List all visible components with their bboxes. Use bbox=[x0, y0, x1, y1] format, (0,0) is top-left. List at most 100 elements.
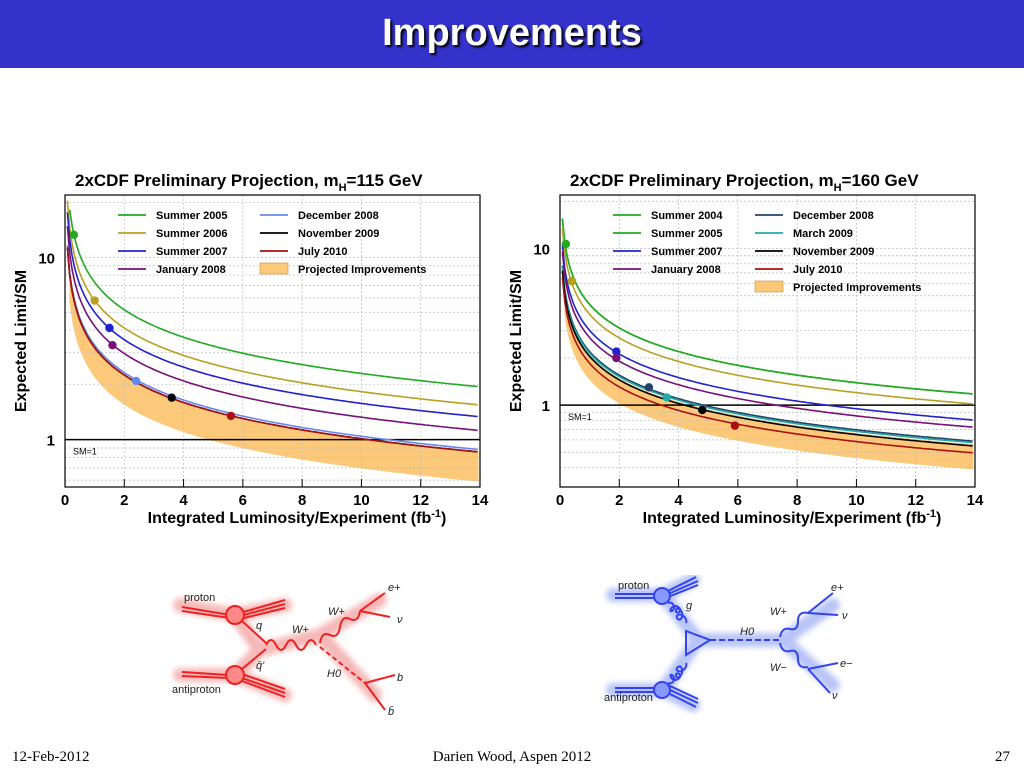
x-tick-label: 4 bbox=[179, 492, 188, 509]
label-w-mid: W+ bbox=[292, 624, 309, 636]
grid bbox=[560, 195, 975, 487]
y-tick-label: 10 bbox=[533, 242, 550, 259]
quark-lines bbox=[241, 620, 267, 670]
series-line bbox=[561, 277, 973, 454]
proton-blob bbox=[653, 587, 671, 605]
data-point bbox=[167, 393, 176, 402]
x-axis-label: Integrated Luminosity/Experiment (fb-1) bbox=[643, 508, 942, 527]
series-line bbox=[561, 218, 973, 395]
proton-line bbox=[615, 576, 699, 599]
series-line bbox=[66, 226, 478, 432]
label-e-minus: e− bbox=[840, 658, 853, 670]
data-point bbox=[108, 340, 117, 350]
label-nu: ν bbox=[842, 610, 848, 622]
series-line bbox=[561, 218, 973, 395]
legend-entry: November 2009 bbox=[298, 228, 379, 240]
label-w-top: W+ bbox=[328, 606, 345, 618]
legend-entry: December 2008 bbox=[793, 210, 874, 222]
legend-entry: March 2009 bbox=[793, 228, 853, 240]
label-nu-2: ν bbox=[832, 690, 838, 702]
title-bar bbox=[0, 0, 1024, 68]
x-tick-label: 6 bbox=[734, 492, 742, 509]
w-plus-wavy bbox=[779, 611, 809, 638]
data-point bbox=[226, 411, 236, 421]
data-point bbox=[567, 276, 577, 286]
legend-entry: Summer 2004 bbox=[651, 210, 723, 222]
x-tick-label: 10 bbox=[848, 492, 865, 509]
label-higgs: H0 bbox=[740, 626, 755, 638]
antiproton-line bbox=[181, 671, 286, 698]
chart-title: 2xCDF Preliminary Projection, mH=160 GeV bbox=[570, 171, 919, 194]
label-e-plus: e+ bbox=[388, 582, 401, 594]
antiproton-blob bbox=[653, 681, 671, 699]
legend-entry: January 2008 bbox=[156, 264, 226, 276]
label-proton: proton bbox=[618, 580, 649, 592]
data-point bbox=[698, 405, 707, 415]
legend-entry: July 2010 bbox=[298, 246, 348, 258]
x-axis-label: Integrated Luminosity/Experiment (fb-1) bbox=[148, 508, 447, 527]
legend-entry: Summer 2006 bbox=[156, 228, 228, 240]
grid bbox=[65, 195, 480, 487]
x-tick-label: 14 bbox=[967, 492, 984, 509]
plot-frame bbox=[64, 194, 481, 488]
data-point bbox=[644, 383, 654, 392]
x-tick-label: 12 bbox=[412, 492, 429, 509]
w-boson-wavy bbox=[265, 639, 317, 651]
legend-entry: Summer 2007 bbox=[651, 246, 723, 258]
gluon-top bbox=[667, 601, 688, 624]
y-axis-label: Expected Limit/SM bbox=[13, 270, 30, 412]
x-tick-label: 10 bbox=[353, 492, 370, 509]
x-tick-label: 8 bbox=[793, 492, 801, 509]
series-line bbox=[66, 200, 478, 406]
data-point bbox=[561, 239, 571, 249]
chart-title: 2xCDF Preliminary Projection, mH=115 GeV bbox=[75, 171, 423, 194]
series-line bbox=[561, 267, 973, 444]
footer-date: 12-Feb-2012 bbox=[12, 749, 90, 765]
label-proton: proton bbox=[184, 592, 215, 604]
sm-label: SM=1 bbox=[568, 412, 592, 422]
slide-title: Improvements bbox=[382, 12, 642, 54]
data-point bbox=[730, 421, 740, 430]
footer-author: Darien Wood, Aspen 2012 bbox=[432, 749, 592, 765]
series-line bbox=[66, 212, 478, 418]
x-tick-label: 0 bbox=[556, 492, 564, 509]
y-axis-label: Expected Limit/SM bbox=[508, 270, 525, 412]
plot-frame bbox=[559, 194, 976, 488]
data-point bbox=[90, 296, 99, 305]
antiproton-line bbox=[615, 684, 699, 708]
legend-entry: January 2008 bbox=[651, 264, 721, 276]
legend-entry: December 2008 bbox=[298, 210, 379, 222]
label-antiproton: antiproton bbox=[172, 684, 221, 696]
projected-improvements-band bbox=[564, 290, 974, 470]
label-antiproton: antiproton bbox=[604, 692, 653, 704]
footer-page-number: 27 bbox=[995, 749, 1010, 765]
top-quark-loop bbox=[685, 629, 713, 657]
x-tick-label: 8 bbox=[298, 492, 306, 509]
series-line bbox=[561, 251, 973, 428]
x-tick-label: 2 bbox=[615, 492, 623, 509]
legend-entry: November 2009 bbox=[793, 246, 874, 258]
antiproton-blob bbox=[225, 665, 245, 685]
x-tick-label: 14 bbox=[472, 492, 489, 509]
feynman-diagram-hww: proton antiproton g H0 W+ W− e+ ν e− ν bbox=[604, 575, 853, 712]
final-state-lines bbox=[807, 592, 839, 694]
data-point bbox=[662, 393, 671, 402]
series-line bbox=[561, 244, 973, 421]
legend-swatch bbox=[754, 280, 784, 293]
label-g: g bbox=[686, 600, 693, 612]
series-line bbox=[561, 270, 973, 447]
legend-entry: Summer 2007 bbox=[156, 246, 228, 258]
y-tick-label: 1 bbox=[47, 433, 55, 450]
x-tick-label: 6 bbox=[239, 492, 247, 509]
y-tick-label: 1 bbox=[542, 398, 550, 415]
proton-line bbox=[181, 599, 286, 620]
label-bbar: b̄ bbox=[388, 705, 394, 718]
feynman-diagram-wh: proton antiproton q q̄' W+ W+ H0 e+ ν b … bbox=[172, 582, 403, 718]
label-b: b bbox=[397, 672, 403, 684]
data-point bbox=[612, 347, 621, 356]
legend-swatch bbox=[259, 262, 289, 275]
y-tick-label: 10 bbox=[38, 250, 55, 267]
chart-mh115: 2xCDF Preliminary Projection, mH=115 GeV… bbox=[13, 171, 489, 527]
legend-entry: Projected Improvements bbox=[793, 282, 921, 294]
data-point bbox=[131, 376, 141, 386]
